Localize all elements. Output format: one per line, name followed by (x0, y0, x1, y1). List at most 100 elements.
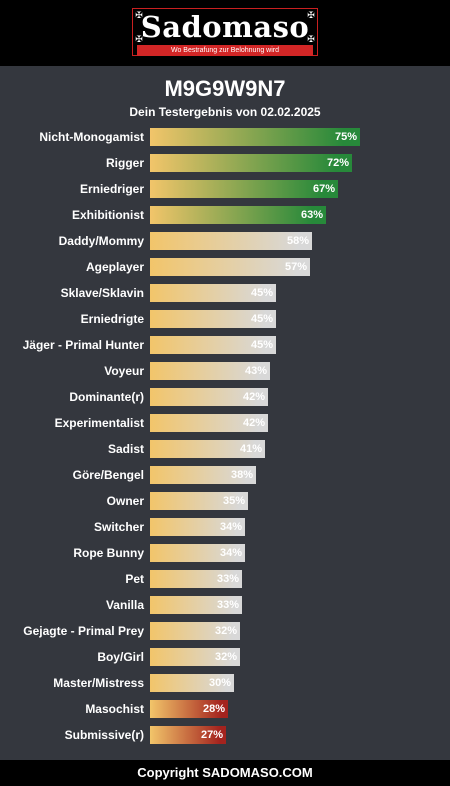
bar-row: Sadist 41% (0, 438, 450, 460)
result-bar: 72% (150, 154, 352, 172)
value-label: 35% (222, 495, 245, 507)
category-label: Boy/Girl (97, 650, 144, 664)
bar-row: Göre/Bengel 38% (0, 464, 450, 486)
result-bar: 28% (150, 700, 228, 718)
category-label: Ageplayer (85, 260, 144, 274)
bar-row: Jäger - Primal Hunter 45% (0, 334, 450, 356)
value-label: 34% (219, 547, 242, 559)
category-label: Nicht-Monogamist (39, 130, 144, 144)
bar-row: Rigger 72% (0, 152, 450, 174)
value-label: 33% (216, 573, 239, 585)
value-label: 57% (284, 261, 307, 273)
footer-copyright: Copyright SADOMASO.COM (0, 760, 450, 786)
value-label: 32% (214, 625, 237, 637)
result-bar: 43% (150, 362, 270, 380)
result-bar: 58% (150, 232, 312, 250)
bar-row: Pet 33% (0, 568, 450, 590)
category-label: Voyeur (104, 364, 144, 378)
result-bar: 42% (150, 414, 268, 432)
value-label: 75% (334, 131, 357, 143)
value-label: 34% (219, 521, 242, 533)
result-bar: 33% (150, 596, 242, 614)
bar-row: Owner 35% (0, 490, 450, 512)
value-label: 27% (200, 729, 223, 741)
bar-row: Erniedriger 67% (0, 178, 450, 200)
value-label: 72% (326, 157, 349, 169)
value-label: 63% (300, 209, 323, 221)
result-subtitle: Dein Testergebnis von 02.02.2025 (129, 105, 321, 119)
category-label: Sadist (107, 442, 144, 456)
bar-row: Sklave/Sklavin 45% (0, 282, 450, 304)
result-bar: 75% (150, 128, 360, 146)
category-label: Erniedriger (79, 182, 144, 196)
result-bar: 27% (150, 726, 226, 744)
result-bar: 32% (150, 622, 240, 640)
category-label: Vanilla (105, 598, 144, 612)
category-label: Göre/Bengel (72, 468, 144, 482)
result-bar: 45% (150, 284, 276, 302)
bar-row: Daddy/Mommy 58% (0, 230, 450, 252)
result-bar: 42% (150, 388, 268, 406)
category-label: Erniedrigte (80, 312, 144, 326)
value-label: 32% (214, 651, 237, 663)
value-label: 42% (242, 391, 265, 403)
bar-row: Switcher 34% (0, 516, 450, 538)
result-bar: 41% (150, 440, 265, 458)
value-label: 38% (230, 469, 253, 481)
value-label: 43% (244, 365, 267, 377)
category-label: Gejagte - Primal Prey (23, 624, 144, 638)
logo-corner-icon: ✠ (135, 10, 143, 20)
logo-corner-icon: ✠ (135, 34, 143, 44)
bar-row: Exhibitionist 63% (0, 204, 450, 226)
result-bar: 35% (150, 492, 248, 510)
category-label: Exhibitionist (72, 208, 144, 222)
result-bar: 45% (150, 310, 276, 328)
bar-row: Dominante(r) 42% (0, 386, 450, 408)
category-label: Rope Bunny (73, 546, 144, 560)
result-bar: 32% (150, 648, 240, 666)
brand-name: Sadomaso (140, 10, 310, 44)
category-label: Experimentalist (54, 416, 144, 430)
category-label: Sklave/Sklavin (60, 286, 144, 300)
result-bar: 63% (150, 206, 326, 224)
bar-row: Vanilla 33% (0, 594, 450, 616)
bar-row: Rope Bunny 34% (0, 542, 450, 564)
logo-corner-icon: ✠ (307, 10, 315, 20)
value-label: 33% (216, 599, 239, 611)
bar-row: Masochist 28% (0, 698, 450, 720)
category-label: Owner (106, 494, 144, 508)
result-title: M9G9W9N7 (164, 76, 286, 101)
category-label: Jäger - Primal Hunter (22, 338, 144, 352)
category-label: Masochist (85, 702, 144, 716)
result-bar: 30% (150, 674, 234, 692)
result-bar: 34% (150, 518, 245, 536)
value-label: 30% (208, 677, 231, 689)
bar-row: Boy/Girl 32% (0, 646, 450, 668)
result-bar: 38% (150, 466, 256, 484)
value-label: 58% (286, 235, 309, 247)
bar-row: Experimentalist 42% (0, 412, 450, 434)
header-bar: ✠ ✠ ✠ ✠ Sadomaso Wo Bestrafung zur Beloh… (0, 0, 450, 66)
bar-row: Master/Mistress 30% (0, 672, 450, 694)
value-label: 67% (312, 183, 335, 195)
value-label: 28% (202, 703, 225, 715)
category-label: Daddy/Mommy (58, 234, 144, 248)
logo-corner-icon: ✠ (307, 34, 315, 44)
category-label: Switcher (93, 520, 144, 534)
bar-row: Nicht-Monogamist 75% (0, 126, 450, 148)
category-label: Master/Mistress (53, 676, 144, 690)
bar-row: Voyeur 43% (0, 360, 450, 382)
value-label: 45% (250, 313, 273, 325)
category-label: Rigger (105, 156, 144, 170)
brand-logo[interactable]: ✠ ✠ ✠ ✠ Sadomaso Wo Bestrafung zur Beloh… (132, 8, 318, 56)
category-label: Submissive(r) (64, 728, 144, 742)
result-bar: 33% (150, 570, 242, 588)
result-bar: 45% (150, 336, 276, 354)
bar-row: Submissive(r) 27% (0, 724, 450, 746)
bar-row: Gejagte - Primal Prey 32% (0, 620, 450, 642)
category-label: Pet (125, 572, 144, 586)
value-label: 41% (239, 443, 262, 455)
result-bar: 57% (150, 258, 310, 276)
value-label: 45% (250, 287, 273, 299)
result-bar: 67% (150, 180, 338, 198)
